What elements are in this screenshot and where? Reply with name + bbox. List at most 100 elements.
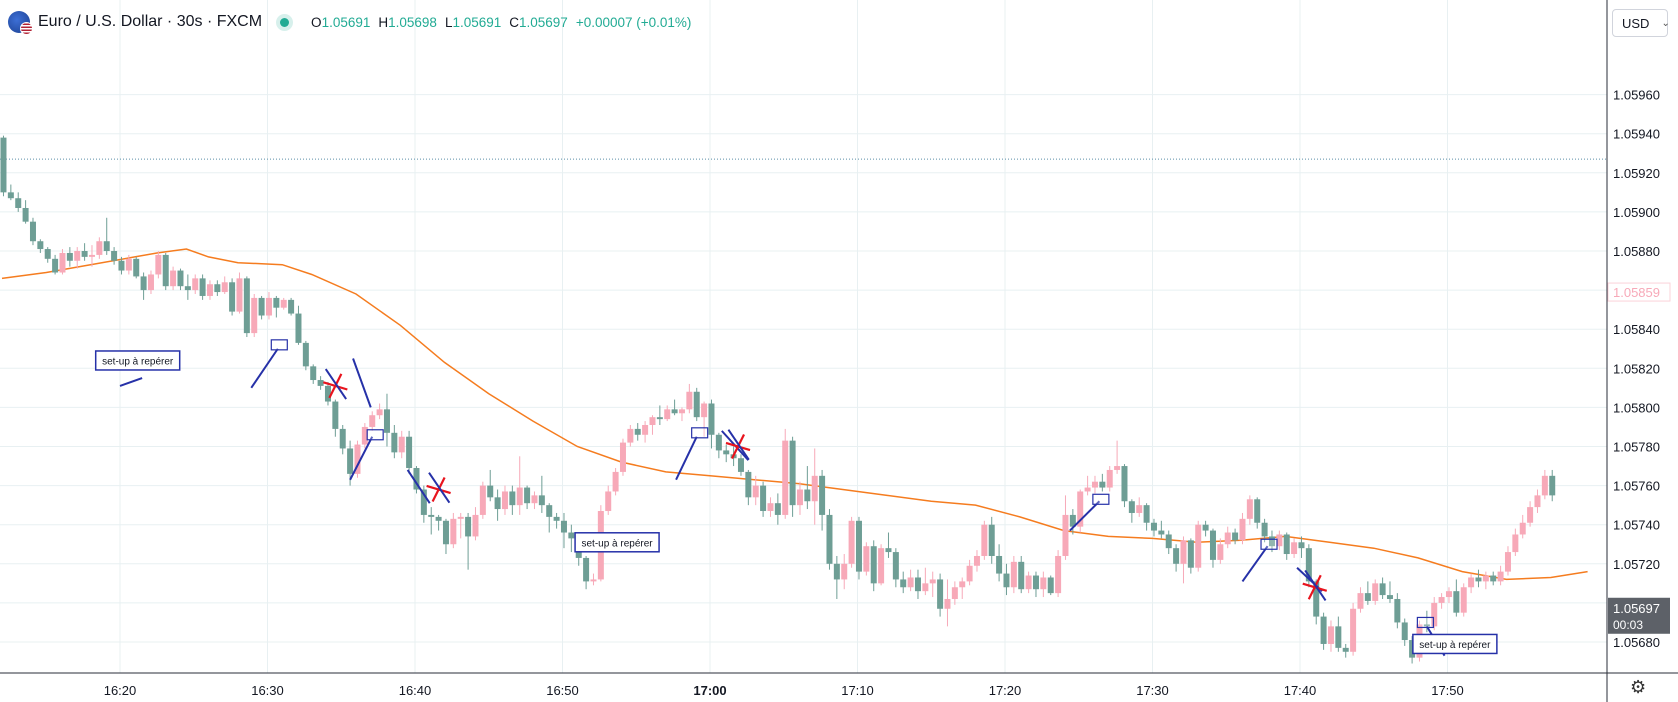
candle-body <box>1504 552 1511 572</box>
setup-label-2: set-up à repérer <box>1412 633 1498 655</box>
candle-body <box>1062 514 1069 556</box>
candle-46 <box>339 424 346 455</box>
candle-body <box>951 587 958 599</box>
candle-body <box>177 270 184 287</box>
annotations[interactable]: set-up à repérer set-up à repérer set-up à… <box>94 339 1498 657</box>
candle-110 <box>811 448 818 525</box>
candle-50 <box>369 411 376 431</box>
candle-body <box>1379 583 1386 596</box>
candle-body <box>1482 575 1489 582</box>
candle-body <box>583 557 590 582</box>
candle-body <box>1541 475 1548 496</box>
candle-body <box>796 489 803 506</box>
candle-body <box>479 485 486 515</box>
symbol-title[interactable]: Euro / U.S. Dollar · 30s · FXCM <box>38 13 263 30</box>
cross-stroke-3 <box>428 472 451 504</box>
alert-tag-text: 1.05859 <box>1613 285 1660 300</box>
candle-body <box>1128 501 1135 513</box>
time-axis-ticks[interactable]: 16:20 16:30 16:40 16:50 17:00 17:10 17:20 17:30… <box>104 683 1464 698</box>
candle-body <box>1254 499 1261 523</box>
x-tick-label-3: 16:50 <box>546 683 579 698</box>
candle-body <box>288 299 295 314</box>
candle-82 <box>605 485 612 515</box>
candle-137 <box>1010 555 1017 594</box>
candle-body <box>1018 561 1025 590</box>
candle-129 <box>951 581 958 605</box>
y-tick-label-8: 1.05840 <box>1613 322 1660 337</box>
candle-body <box>1091 481 1098 488</box>
y-tick-label-13: 1.05940 <box>1613 127 1660 142</box>
candle-body <box>29 221 36 242</box>
candle-144 <box>1062 495 1069 560</box>
candle-200 <box>1475 569 1482 588</box>
candle-85 <box>627 424 634 447</box>
x-tick-label-9: 17:50 <box>1431 683 1464 698</box>
live-dot-icon <box>280 17 290 27</box>
candle-body <box>752 485 759 498</box>
candle-body <box>147 274 154 291</box>
ma-line <box>1 248 1588 581</box>
candle-173 <box>1276 530 1283 551</box>
settings-gear-icon[interactable]: ⚙ <box>1630 677 1647 697</box>
candle-body <box>406 436 413 469</box>
candle-body <box>1357 593 1364 609</box>
candle-105 <box>774 493 781 525</box>
setup-label-box <box>94 350 181 371</box>
candle-body <box>841 563 848 580</box>
candle-97 <box>715 432 722 459</box>
candle-body <box>1187 540 1194 568</box>
candle-body <box>1527 507 1534 523</box>
candles <box>0 135 1556 664</box>
candle-body <box>66 252 73 261</box>
candle-103 <box>760 481 767 517</box>
candle-13 <box>96 237 103 259</box>
candle-132 <box>973 550 980 572</box>
candle-body <box>280 299 287 308</box>
currency-dropdown[interactable]: USD ⌄ <box>1612 9 1670 37</box>
candle-55 <box>406 430 413 474</box>
candle-body <box>516 487 523 506</box>
candle-body <box>125 258 132 271</box>
ohlc-values: O1.05691 H1.05698 L1.05691 C1.05697 +0.0… <box>311 15 691 30</box>
grid <box>0 0 1607 673</box>
candle-35 <box>258 295 265 320</box>
candle-body <box>1445 591 1452 598</box>
candle-body <box>634 428 641 435</box>
chevron-down-icon: ⌄ <box>1661 17 1670 29</box>
price-tags: 1.05859 1.05697 00:03 <box>1607 282 1671 634</box>
candle-body <box>1217 544 1224 560</box>
chart-legend: Euro / U.S. Dollar · 30s · FXCM O1.05691… <box>8 10 691 35</box>
candle-body <box>1239 518 1246 541</box>
candle-74 <box>546 503 553 533</box>
candle-151 <box>1114 440 1121 474</box>
candle-26 <box>192 274 199 295</box>
candle-body <box>1150 522 1157 531</box>
candle-21 <box>155 251 162 279</box>
candle-80 <box>590 573 597 586</box>
candle-body <box>435 516 442 521</box>
candle-0 <box>0 135 7 197</box>
candle-180 <box>1327 620 1334 652</box>
candle-body <box>1364 593 1371 601</box>
candle-body <box>907 577 914 588</box>
y-tick-label-11: 1.05900 <box>1613 205 1660 220</box>
candle-body <box>192 278 199 291</box>
candle-75 <box>553 512 560 529</box>
candle-203 <box>1497 565 1504 586</box>
candle-48 <box>354 440 361 478</box>
candle-162 <box>1195 520 1202 572</box>
candle-37 <box>273 295 280 318</box>
candle-77 <box>568 524 575 553</box>
setup-label-text: set-up à repérer <box>102 356 174 367</box>
candle-210 <box>1549 469 1556 502</box>
candle-body <box>723 450 730 455</box>
candle-body <box>155 254 162 275</box>
candle-202 <box>1490 571 1497 586</box>
candle-body <box>229 282 236 312</box>
candle-53 <box>391 424 398 459</box>
candle-body <box>1401 622 1408 641</box>
price-axis[interactable] <box>1607 0 1678 702</box>
candle-20 <box>147 270 154 295</box>
candle-body <box>1040 577 1047 590</box>
